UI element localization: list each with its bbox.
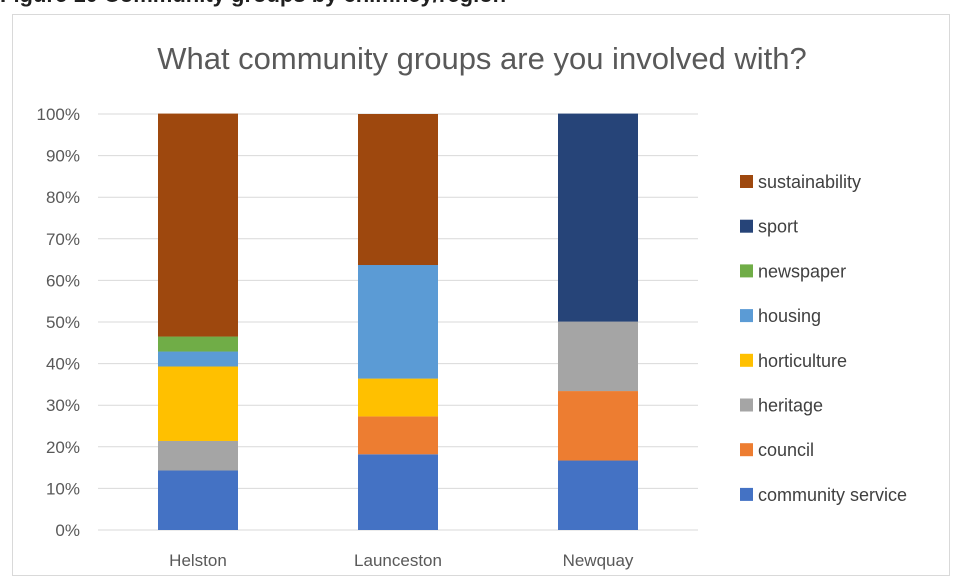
y-tick-label: 40%: [46, 355, 80, 374]
figure-caption: Figure 10 Community groups by chimney/re…: [0, 0, 506, 8]
legend-swatch: [740, 264, 753, 278]
bar-segment: [158, 366, 238, 441]
legend-label: sport: [758, 217, 798, 237]
chart-title: What community groups are you involved w…: [157, 41, 807, 76]
y-tick-label: 20%: [46, 438, 80, 457]
chart-frame: [12, 14, 950, 576]
y-axis-tick-labels: 0% 10% 20% 30% 40% 50% 60% 70% 80% 90% 100%: [37, 105, 80, 540]
bar-segment: [358, 378, 438, 417]
bar-segment: [158, 336, 238, 352]
y-tick-label: 100%: [37, 105, 80, 124]
x-tick-label: Launceston: [354, 551, 442, 570]
y-tick-label: 50%: [46, 313, 80, 332]
bar-segment: [158, 351, 238, 367]
legend-label: sustainability: [758, 172, 861, 192]
legend-swatch: [740, 219, 753, 233]
y-tick-label: 30%: [46, 396, 80, 415]
bar-segment: [158, 113, 238, 337]
bar-segment: [358, 265, 438, 379]
bar-segment: [158, 440, 238, 471]
legend-swatch: [740, 309, 753, 323]
bars: [158, 113, 638, 530]
legend-label: housing: [758, 306, 821, 326]
legend-label: heritage: [758, 396, 823, 416]
legend-label: horticulture: [758, 351, 847, 371]
y-tick-label: 0%: [55, 521, 80, 540]
x-axis-tick-labels: Helston Launceston Newquay: [169, 551, 634, 570]
x-tick-label: Helston: [169, 551, 227, 570]
y-tick-label: 60%: [46, 271, 80, 290]
bar-segment: [358, 454, 438, 530]
x-tick-label: Newquay: [563, 551, 634, 570]
y-tick-label: 90%: [46, 147, 80, 166]
legend-swatch: [740, 175, 753, 188]
legend: sustainability sport newspaper housing horti…: [740, 172, 907, 505]
legend-label: community service: [758, 485, 907, 505]
legend-label: newspaper: [758, 261, 846, 281]
legend-swatch: [740, 443, 753, 457]
bar-segment: [558, 113, 638, 322]
bar-segment: [158, 470, 238, 530]
figure-caption-strip: Figure 10 Community groups by chimney/re…: [0, 0, 957, 12]
bar-segment: [358, 416, 438, 455]
y-tick-label: 70%: [46, 230, 80, 249]
bar-segment: [358, 114, 438, 266]
bar-segment: [558, 460, 638, 530]
legend-swatch: [740, 487, 753, 501]
y-tick-label: 10%: [46, 479, 80, 498]
y-tick-label: 80%: [46, 188, 80, 207]
legend-swatch: [740, 398, 753, 412]
bar-segment: [558, 391, 638, 461]
legend-swatch: [740, 353, 753, 367]
legend-label: council: [758, 440, 814, 460]
bar-segment: [558, 321, 638, 392]
